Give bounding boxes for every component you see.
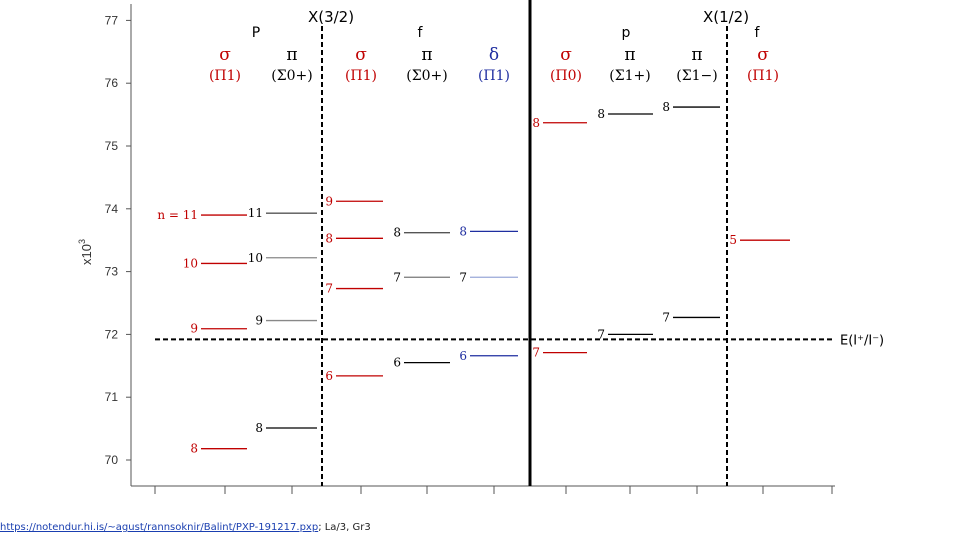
energy-level-label: 8 xyxy=(597,107,605,121)
energy-level-label: 8 xyxy=(532,116,540,130)
energy-level-label: n = 11 xyxy=(157,208,198,222)
y-tick-label: 73 xyxy=(105,265,119,279)
energy-level-label: 8 xyxy=(190,442,198,456)
energy-level-label: 8 xyxy=(393,226,401,240)
column-symbol: δ xyxy=(489,45,499,65)
energy-level-label: 7 xyxy=(325,282,333,296)
col-label-P: P xyxy=(252,25,260,41)
energy-level-label: 7 xyxy=(393,270,401,284)
energy-level-label: 8 xyxy=(255,421,263,435)
energy-level-label: 10 xyxy=(183,256,198,270)
header-x32: X(3/2) xyxy=(308,8,354,26)
col-label-p: p xyxy=(622,25,631,41)
column-term: (Π1) xyxy=(747,68,779,84)
column-symbol: σ xyxy=(219,45,231,65)
energy-level-label: 9 xyxy=(255,314,263,328)
column-symbol: π xyxy=(421,45,432,65)
source-suffix: ; La/3, Gr3 xyxy=(318,522,371,533)
energy-level-label: 9 xyxy=(190,322,198,336)
column-symbol: π xyxy=(691,45,702,65)
column-symbol: σ xyxy=(757,45,769,65)
source-link[interactable]: https://notendur.hi.is/~agust/rannsoknir… xyxy=(0,522,319,533)
energy-level-label: 6 xyxy=(325,369,333,383)
energy-level-label: 6 xyxy=(393,356,401,370)
energy-level-label: 10 xyxy=(248,251,263,265)
x-axis-ticks xyxy=(154,486,833,494)
column-term: (Π1) xyxy=(478,68,510,84)
y-axis-ticks: 70 71 72 73 74 75 76 77 xyxy=(105,13,131,467)
energy-level-label: 11 xyxy=(248,206,263,220)
y-tick-label: 71 xyxy=(105,390,119,404)
energy-level-label: 5 xyxy=(729,233,737,247)
column-term: (Σ0+) xyxy=(406,68,447,84)
energy-level-label: 8 xyxy=(459,224,467,238)
column-term: (Π1) xyxy=(209,68,241,84)
col-label-f2: f xyxy=(755,25,761,41)
column-term: (Σ0+) xyxy=(271,68,312,84)
y-tick-label: 74 xyxy=(105,202,119,216)
energy-level-label: 7 xyxy=(662,310,670,324)
axis-multiplier: x103 xyxy=(77,239,94,265)
energy-level-label: 7 xyxy=(597,327,605,341)
y-tick-label: 77 xyxy=(105,13,119,27)
col-label-f: f xyxy=(418,25,424,41)
energy-level-label: 7 xyxy=(459,270,467,284)
energy-level-label: 8 xyxy=(662,100,670,114)
column-term: (Π0) xyxy=(550,68,582,84)
y-tick-label: 75 xyxy=(105,139,119,153)
header-x12: X(1/2) xyxy=(703,8,749,26)
column-symbols: σ (Π1) π (Σ0+) σ (Π1) π (Σ0+) δ (Π1) σ (Π0) π (Σ1+) π (… xyxy=(209,45,779,84)
y-tick-label: 76 xyxy=(105,76,119,90)
column-symbol: π xyxy=(624,45,635,65)
column-term: (Σ1−) xyxy=(676,68,717,84)
column-term: (Σ1+) xyxy=(609,68,650,84)
footer-source: https://notendur.hi.is/~agust/rannsoknir… xyxy=(0,522,371,533)
column-term: (Π1) xyxy=(345,68,377,84)
y-tick-label: 72 xyxy=(105,327,119,341)
column-symbol: π xyxy=(286,45,297,65)
energy-levels: n = 11 10 9 8 11 10 9 8 9 8 7 6 8 7 6 8 7 6 8 7 8 7 8 7 5 xyxy=(157,100,790,456)
column-symbol: σ xyxy=(560,45,572,65)
energy-level-label: 6 xyxy=(459,349,467,363)
energy-level-label: 8 xyxy=(325,231,333,245)
reference-label: E(I⁺/I⁻) xyxy=(840,333,884,348)
energy-level-label: 7 xyxy=(532,346,540,360)
y-tick-label: 70 xyxy=(105,453,119,467)
energy-level-label: 9 xyxy=(325,194,333,208)
column-symbol: σ xyxy=(355,45,367,65)
